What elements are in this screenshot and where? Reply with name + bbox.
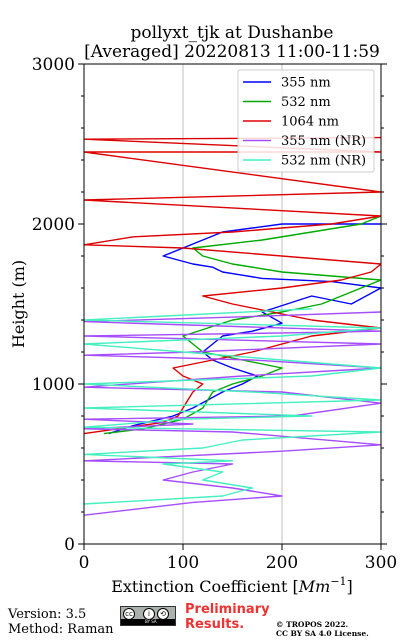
legend-label-355-nm-nr: 355 nm (NR) bbox=[281, 134, 366, 149]
series-line-355-nm-nr bbox=[84, 311, 381, 516]
preliminary-line-2: Results. bbox=[185, 617, 245, 632]
x-axis-label: Extinction Coefficient [Mm−1] bbox=[111, 575, 353, 596]
legend-label-532-nm: 532 nm bbox=[281, 95, 331, 110]
legend-box bbox=[237, 69, 375, 173]
series-layer bbox=[84, 136, 381, 516]
x-tick-label: 300 bbox=[365, 553, 397, 573]
copyright-line-1: © TROPOS 2022. bbox=[276, 620, 349, 629]
series-line-355-nm bbox=[108, 223, 381, 435]
legend-label-1064-nm: 1064 nm bbox=[281, 115, 339, 130]
chart-title: pollyxt_tjk at Dushanbe bbox=[131, 23, 334, 43]
y-tick-label: 0 bbox=[64, 535, 75, 555]
x-axis-label-prefix: Extinction Coefficient [ bbox=[111, 577, 299, 596]
method-text: Method: Raman bbox=[8, 622, 114, 637]
extinction-profile-chart: pollyxt_tjk at Dushanbe [Averaged] 20220… bbox=[9, 23, 397, 596]
legend: 355 nm 532 nm 1064 nm 355 nm (NR) 532 nm (NR… bbox=[237, 69, 375, 173]
footer-info: Version: 3.5 Method: Raman bbox=[8, 607, 114, 637]
axis-ticks: 0 1000 2000 3000 0 100 200 300 bbox=[32, 55, 397, 573]
x-tick-label: 200 bbox=[266, 553, 298, 573]
legend-label-532-nm-nr: 532 nm (NR) bbox=[281, 154, 366, 169]
series-line-532-nm-nr bbox=[84, 308, 381, 505]
copyright: © TROPOS 2022. CC BY SA 4.0 License. bbox=[276, 620, 369, 638]
y-tick-label: 1000 bbox=[32, 375, 75, 395]
by-icon: i bbox=[143, 608, 155, 620]
y-axis-label: Height (m) bbox=[9, 260, 28, 348]
legend-label-355-nm: 355 nm bbox=[281, 76, 331, 91]
x-tick-label: 0 bbox=[79, 553, 90, 573]
y-tick-label: 2000 bbox=[32, 215, 75, 235]
cc-license-badge: cc i ⟲ BY SA bbox=[120, 606, 176, 626]
preliminary-results: Preliminary Results. bbox=[185, 602, 270, 632]
copyright-line-2: CC BY SA 4.0 License. bbox=[276, 629, 369, 638]
plot-frame bbox=[83, 63, 382, 545]
cc-badge-text: BY SA bbox=[145, 619, 157, 624]
x-axis-label-unit: Mm bbox=[298, 577, 331, 596]
x-axis-label-suffix: ] bbox=[347, 577, 353, 596]
y-tick-label: 3000 bbox=[32, 55, 75, 75]
x-tick-label: 100 bbox=[167, 553, 199, 573]
series-line-1064-nm bbox=[84, 136, 381, 435]
series-line-532-nm bbox=[103, 215, 381, 435]
preliminary-line-1: Preliminary bbox=[185, 602, 270, 617]
chart-subtitle: [Averaged] 20220813 11:00-11:59 bbox=[84, 42, 380, 62]
version-text: Version: 3.5 bbox=[8, 607, 87, 622]
x-axis-label-exponent: −1 bbox=[330, 575, 346, 588]
